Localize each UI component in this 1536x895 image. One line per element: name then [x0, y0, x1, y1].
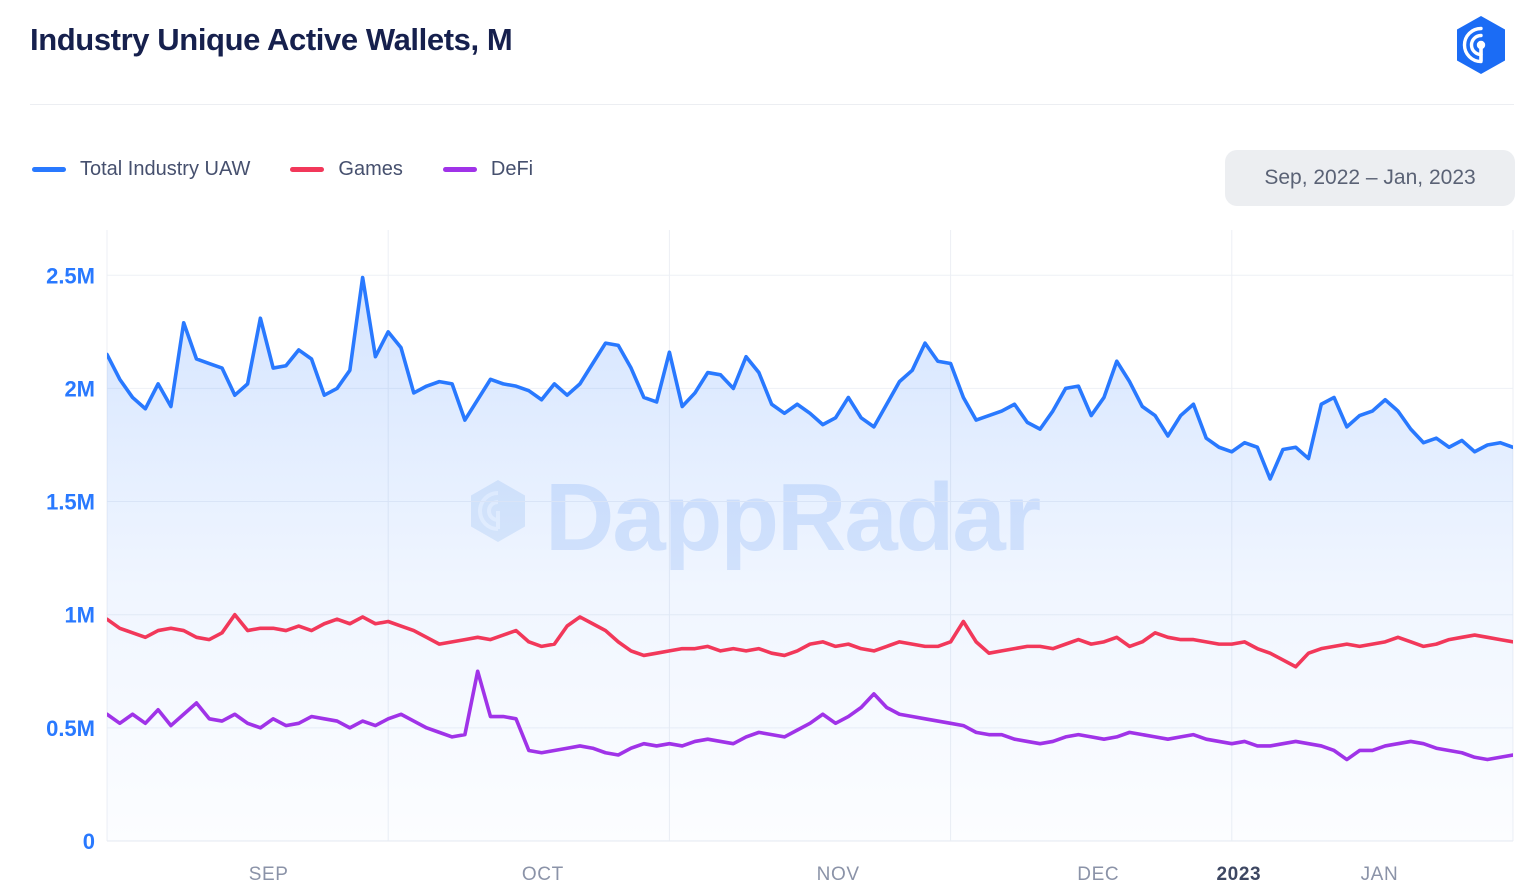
dappradar-hexagon-logo-icon — [1448, 12, 1514, 78]
x-axis-labels: SEP OCT NOV DEC 2023 JAN — [249, 864, 1399, 885]
chart-legend: Total Industry UAW Games DeFi — [32, 158, 533, 181]
chart-series — [107, 275, 1513, 841]
y-axis-tick-label: 0.5M — [46, 716, 95, 741]
legend-swatch-total-industry-uaw — [32, 167, 66, 172]
x-axis-tick-label: SEP — [249, 864, 289, 885]
page-title: Industry Unique Active Wallets, M — [30, 22, 513, 57]
x-axis-tick-label: OCT — [522, 864, 564, 885]
legend-row: Total Industry UAW Games DeFi Sep, 2022 … — [0, 150, 1536, 212]
legend-label-games: Games — [338, 158, 403, 180]
legend-label-defi: DeFi — [490, 158, 534, 180]
legend-item-total-industry-uaw[interactable]: Total Industry UAW — [32, 158, 250, 181]
legend-swatch-games — [290, 167, 325, 172]
legend-item-defi[interactable]: DeFi — [442, 158, 534, 181]
series-line-defi[interactable] — [107, 669, 1513, 762]
x-axis-tick-label: 2023 — [1216, 864, 1261, 885]
series-line-total-industry-uaw[interactable] — [107, 275, 1513, 481]
x-axis-tick-label: NOV — [817, 864, 860, 885]
legend-label-total-industry-uaw: Total Industry UAW — [80, 158, 251, 180]
chart-header: Industry Unique Active Wallets, M — [0, 0, 1536, 106]
header-divider — [30, 104, 1514, 105]
series-area-fill — [107, 277, 1513, 841]
series-line-games[interactable] — [107, 612, 1513, 669]
y-axis-tick-label: 1.5M — [46, 490, 95, 515]
x-axis-tick-label: DEC — [1077, 864, 1119, 885]
y-axis-tick-label: 0 — [83, 829, 95, 854]
y-axis-tick-label: 1M — [64, 603, 95, 628]
y-axis-tick-label: 2.5M — [46, 263, 95, 288]
legend-swatch-defi — [442, 167, 477, 172]
x-axis-tick-label: JAN — [1361, 864, 1399, 885]
date-range-selector[interactable]: Sep, 2022 – Jan, 2023 — [1225, 150, 1515, 206]
legend-item-games[interactable]: Games — [290, 158, 403, 181]
y-axis-tick-label: 2M — [64, 376, 95, 401]
y-axis-labels: 2.5M 2M 1.5M 1M 0.5M 0 — [46, 263, 95, 854]
